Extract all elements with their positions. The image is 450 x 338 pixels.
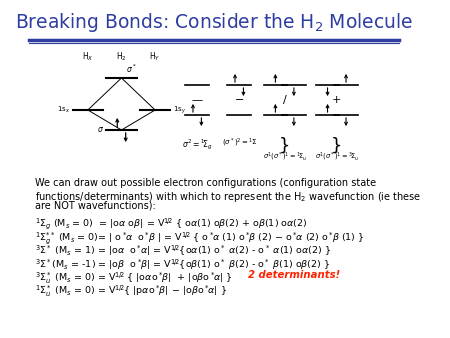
- Text: $^3\Sigma_u^*$ (M$_s$ = 0) = $\mathrm{V}^{1\!/\!2}$ { $|\mathrm{o}\alpha$o$^*\!\: $^3\Sigma_u^*$ (M$_s$ = 0) = $\mathrm{V}…: [35, 270, 233, 286]
- Text: $\sigma^*$: $\sigma^*$: [126, 63, 136, 75]
- Text: $^1\Sigma_u^*$ (M$_s$ = 0) = $\mathrm{V}^{1\!/\!2}${ $|\mathrm{p}\alpha$o$^*\!\b: $^1\Sigma_u^*$ (M$_s$ = 0) = $\mathrm{V}…: [35, 284, 227, 299]
- Text: H$_2$: H$_2$: [116, 50, 127, 63]
- Text: +: +: [332, 95, 342, 105]
- Text: 2 determinants!: 2 determinants!: [248, 270, 340, 281]
- Text: $^3\Sigma^*$ (M$_s$ = 1) = $|\mathrm{o}\alpha$  o$^*\!\alpha|$ = $\mathrm{V}^{1\: $^3\Sigma^*$ (M$_s$ = 1) = $|\mathrm{o}\…: [35, 243, 331, 258]
- Text: $\sigma^1(\sigma^*)^1 = {^1\!\Sigma_u}$: $\sigma^1(\sigma^*)^1 = {^1\!\Sigma_u}$: [262, 151, 307, 163]
- Text: }: }: [279, 137, 290, 155]
- Text: $\sigma^2 = {^1\!\Sigma_g}$: $\sigma^2 = {^1\!\Sigma_g}$: [182, 137, 212, 151]
- Text: —: —: [192, 95, 203, 105]
- Text: Breaking Bonds: Consider the H$_2$ Molecule: Breaking Bonds: Consider the H$_2$ Molec…: [15, 10, 413, 33]
- Text: H$_Y$: H$_Y$: [149, 50, 161, 63]
- Text: H$_X$: H$_X$: [82, 50, 94, 63]
- Text: $(\sigma^*)^2 = {^1\!\Sigma}$: $(\sigma^*)^2 = {^1\!\Sigma}$: [222, 137, 257, 149]
- Text: $^1\Sigma_g$ (M$_s$ = 0)  = $|\mathrm{o}\alpha\ \mathrm{o}\beta|$ = $\mathrm{V}^: $^1\Sigma_g$ (M$_s$ = 0) = $|\mathrm{o}\…: [35, 217, 307, 231]
- Text: are NOT wavefunctions):: are NOT wavefunctions):: [35, 201, 156, 211]
- Text: }: }: [331, 137, 342, 155]
- Text: $^1\Sigma_g^{**}$ (M$_s$ = 0)= $|$ o$^*\!\alpha$  o$^*\!\beta$ $|$ = $\mathrm{V}: $^1\Sigma_g^{**}$ (M$_s$ = 0)= $|$ o$^*\…: [35, 230, 364, 246]
- Text: functions/determinants) with which to represent the H$_2$ wavefunction (ie these: functions/determinants) with which to re…: [35, 190, 421, 203]
- Text: 1s$_y$: 1s$_y$: [173, 104, 186, 116]
- Text: We can draw out possible electron configurations (configuration state: We can draw out possible electron config…: [35, 178, 376, 188]
- Text: $\sigma^1(\sigma^*)^1 = {^3\!\Sigma_u}$: $\sigma^1(\sigma^*)^1 = {^3\!\Sigma_u}$: [315, 151, 359, 163]
- Text: −: −: [234, 95, 244, 105]
- Text: $\sigma$: $\sigma$: [97, 125, 104, 135]
- Text: /: /: [283, 95, 287, 105]
- Text: $^3\Sigma^*$(M$_s$ = -1) = $|\mathrm{o}\beta$  o$^*\!\beta|$ = $\mathrm{V}^{1\!/: $^3\Sigma^*$(M$_s$ = -1) = $|\mathrm{o}\…: [35, 257, 330, 272]
- Text: 1s$_x$: 1s$_x$: [57, 105, 70, 115]
